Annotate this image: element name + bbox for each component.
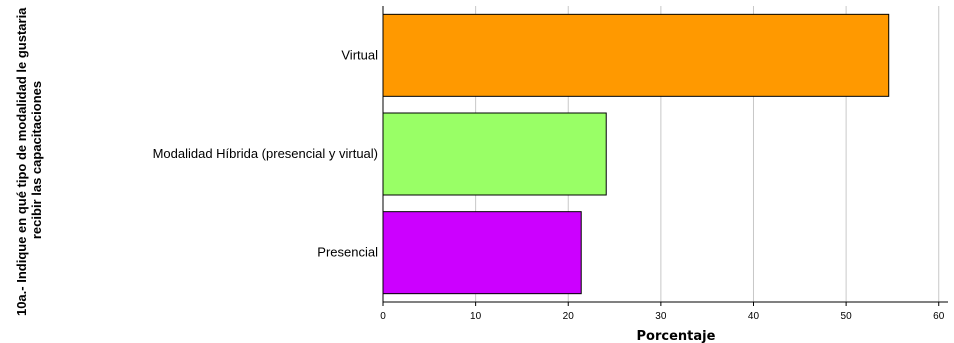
- x-tick-label-0: 0: [380, 311, 386, 322]
- y-axis-title-line-1: 10a.- Indique en qué tipo de modalidad l…: [14, 7, 29, 316]
- category-labels: Virtual Modalidad Híbrida (presencial y v…: [153, 47, 379, 259]
- category-label-2: Modalidad Híbrida (presencial y virtual): [153, 146, 378, 161]
- x-tick-label-50: 50: [841, 311, 853, 322]
- x-tick-label-40: 40: [748, 311, 760, 322]
- x-tick-label-60: 60: [933, 311, 945, 322]
- category-label-3: Presencial: [317, 245, 378, 260]
- y-axis-title-line-2: recibir las capacitaciones: [29, 81, 44, 239]
- x-tick-label-10: 10: [470, 311, 482, 322]
- bar-1: [382, 13, 890, 97]
- category-label-1: Virtual: [341, 47, 378, 62]
- y-axis-title: 10a.- Indique en qué tipo de modalidad l…: [14, 4, 44, 316]
- x-tick-labels: 0 10 20 30 40 50 60: [380, 302, 945, 322]
- x-tick-label-20: 20: [563, 311, 575, 322]
- bar-2: [382, 112, 607, 196]
- bars: [382, 13, 890, 295]
- x-axis-title: Porcentaje: [637, 329, 716, 343]
- x-tick-label-30: 30: [655, 311, 667, 322]
- bar-3: [382, 211, 582, 295]
